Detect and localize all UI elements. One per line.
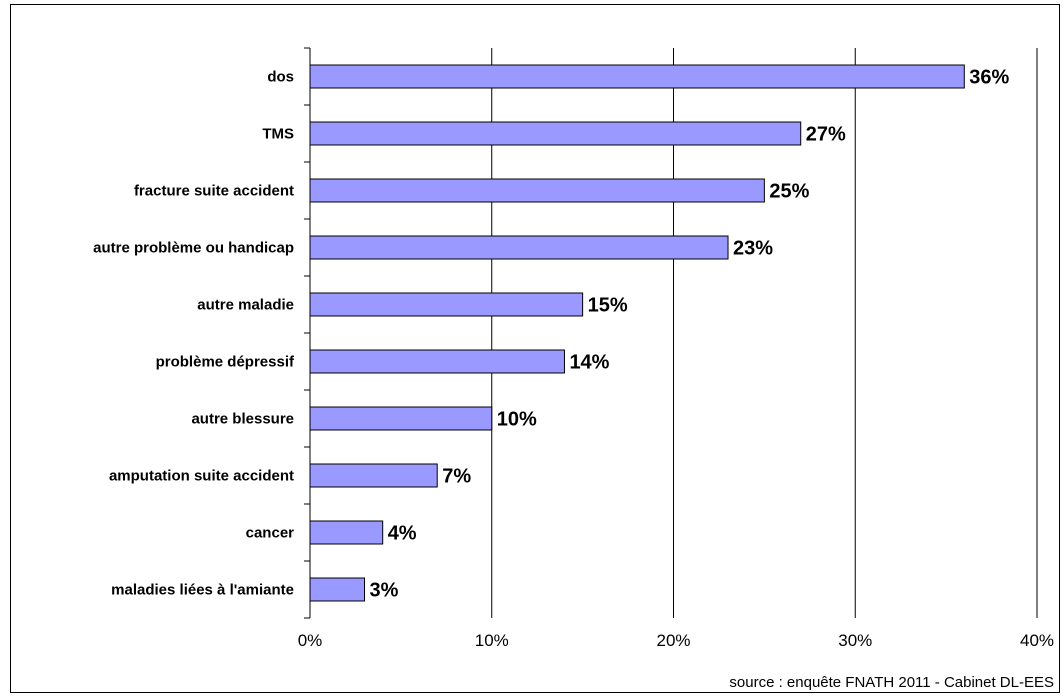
value-label-9: 4%	[388, 523, 417, 545]
value-label-4: 23%	[733, 238, 773, 260]
category-label-6: problème dépressif	[156, 354, 295, 371]
category-label-2: TMS	[262, 126, 294, 143]
source-note: source : enquête FNATH 2011 - Cabinet DL…	[729, 674, 1054, 691]
value-label-5: 15%	[588, 295, 628, 317]
value-labels: 36% 27% 25% 23% 15% 14% 10% 7% 4% 3%	[370, 67, 1010, 602]
axes	[304, 47, 311, 619]
x-tick-label-10: 10%	[475, 631, 509, 650]
value-label-6: 14%	[569, 352, 609, 374]
category-label-8: amputation suite accident	[109, 468, 294, 485]
bar-7	[309, 406, 493, 431]
value-label-8: 7%	[442, 466, 471, 488]
bar-3	[309, 178, 765, 203]
bar-5	[309, 292, 584, 317]
bars	[309, 64, 965, 602]
chart-frame	[10, 4, 1060, 693]
category-label-3: fracture suite accident	[134, 183, 294, 200]
bar-8	[309, 463, 438, 488]
category-label-7: autre blessure	[191, 411, 294, 428]
bar-1	[309, 64, 965, 89]
x-tick-label-30: 30%	[838, 631, 872, 650]
bar-6	[309, 349, 565, 374]
category-labels: dos TMS fracture suite accident autre probl…	[93, 69, 295, 599]
bar-10	[309, 577, 366, 602]
bar-9	[309, 520, 384, 545]
x-tick-labels: 0% 10% 20% 30% 40%	[298, 631, 1054, 650]
bar-2	[309, 121, 802, 146]
value-label-2: 27%	[806, 124, 846, 146]
category-label-10: maladies liées à l'amiante	[111, 582, 294, 599]
value-label-10: 3%	[370, 580, 399, 602]
category-label-9: cancer	[246, 525, 295, 542]
value-label-7: 10%	[497, 409, 537, 431]
category-label-1: dos	[267, 69, 294, 86]
bar-4	[309, 235, 729, 260]
category-label-4: autre problème ou handicap	[93, 240, 294, 257]
x-tick-label-40: 40%	[1020, 631, 1054, 650]
value-label-3: 25%	[769, 181, 809, 203]
category-label-5: autre maladie	[197, 297, 294, 314]
x-tick-label-0: 0%	[298, 631, 323, 650]
value-label-1: 36%	[969, 67, 1009, 89]
x-tick-label-20: 20%	[656, 631, 690, 650]
